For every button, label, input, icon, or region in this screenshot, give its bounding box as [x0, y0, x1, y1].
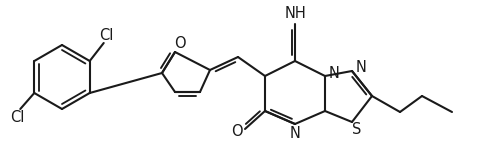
Text: N: N [289, 125, 300, 141]
Text: N: N [355, 60, 366, 74]
Text: O: O [231, 123, 243, 139]
Text: Cl: Cl [10, 110, 25, 124]
Text: N: N [328, 66, 340, 82]
Text: O: O [174, 35, 186, 51]
Text: NH: NH [284, 7, 306, 21]
Text: S: S [352, 123, 362, 137]
Text: Cl: Cl [100, 28, 114, 42]
